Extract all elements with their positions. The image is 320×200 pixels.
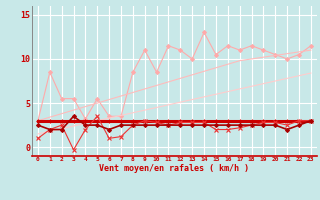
X-axis label: Vent moyen/en rafales ( km/h ): Vent moyen/en rafales ( km/h ) xyxy=(100,164,249,173)
